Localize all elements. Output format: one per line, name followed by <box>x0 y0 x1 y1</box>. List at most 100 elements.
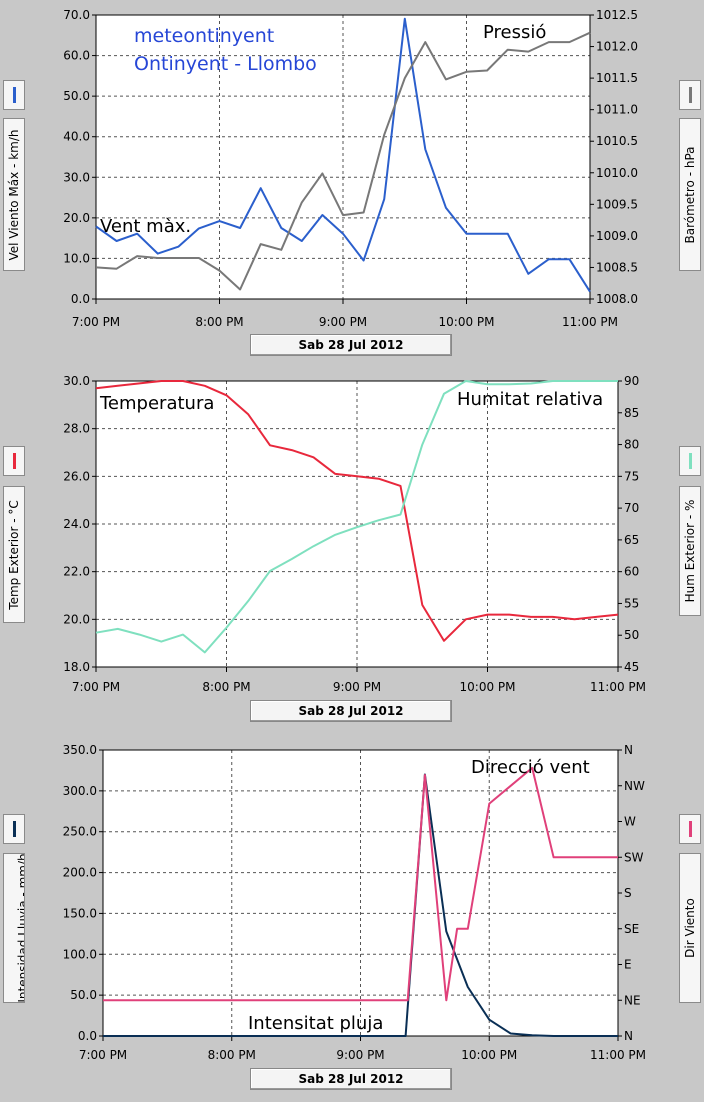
right-tick-label: 85 <box>624 406 639 420</box>
chart-panel-wind-pressure: 0.0 10.0 20.0 30.0 40.0 50.0 60.0 70.0 1008.0 100… <box>63 8 638 329</box>
x-tick-label: 10:00 PM <box>460 680 516 694</box>
x-tick-label: 11:00 PM <box>562 315 618 329</box>
left-tick-label: 250.0 <box>63 825 97 839</box>
right-tick-label: 80 <box>624 438 639 452</box>
humidity-series-swatch[interactable] <box>679 446 701 476</box>
right-tick-label: 1009.5 <box>596 197 638 211</box>
x-tick-label: 9:00 PM <box>333 680 381 694</box>
left-tick-label: 30.0 <box>63 374 90 388</box>
wind-axis-label: Vel Viento Máx - km/h <box>3 118 25 271</box>
wind-series-swatch[interactable] <box>3 80 25 110</box>
right-tick-label: 55 <box>624 596 639 610</box>
annotation-right-series: Humitat relativa <box>457 389 603 410</box>
temperature-series-swatch[interactable] <box>3 446 25 476</box>
left-tick-label: 24.0 <box>63 517 90 531</box>
left-tick-label: 20.0 <box>63 211 90 225</box>
right-tick-label: 1012.5 <box>596 8 638 22</box>
plot-frame <box>95 14 591 300</box>
right-series-line <box>103 766 618 1002</box>
right-tick-label: 1012.0 <box>596 40 638 54</box>
right-tick-label: 1010.5 <box>596 134 638 148</box>
x-tick-label: 8:00 PM <box>208 1048 256 1062</box>
left-tick-label: 22.0 <box>63 565 90 579</box>
annotation-right-series: Pressió <box>483 22 546 43</box>
x-tick-label: 9:00 PM <box>319 315 367 329</box>
right-tick-label: 50 <box>624 628 639 642</box>
left-tick-label: 70.0 <box>63 8 90 22</box>
annotation-place: Ontinyent - Llombo <box>134 53 317 75</box>
right-tick-label: 60 <box>624 565 639 579</box>
left-tick-label: 28.0 <box>63 422 90 436</box>
x-tick-label: 11:00 PM <box>590 680 646 694</box>
right-tick-label: N <box>624 1029 633 1043</box>
right-tick-label: 45 <box>624 660 639 674</box>
humidity-axis-label: Hum Exterior - % <box>679 486 701 616</box>
rain-series-swatch[interactable] <box>3 814 25 844</box>
right-tick-label: 1008.0 <box>596 292 638 306</box>
right-tick-label: SE <box>624 922 639 936</box>
left-tick-label: 350.0 <box>63 743 97 757</box>
annotation-left-series: Vent màx. <box>100 216 191 237</box>
x-tick-label: 7:00 PM <box>79 1048 127 1062</box>
left-series-line <box>95 17 591 293</box>
right-tick-label: 90 <box>624 374 639 388</box>
plot-area <box>103 750 618 1036</box>
right-tick-label: 1011.5 <box>596 71 638 85</box>
annotation-station: meteontinyent <box>134 25 274 47</box>
right-series-line <box>95 31 591 291</box>
rain-axis-label: Intensidad Lluvia - mm/h <box>3 853 25 1003</box>
chart-panel-temperature-humidity: 18.0 20.0 22.0 24.0 26.0 28.0 30.0 45 50 55 60 65 70… <box>63 374 646 694</box>
plot-frame <box>95 380 619 668</box>
right-tick-label: S <box>624 886 632 900</box>
left-tick-label: 40.0 <box>63 130 90 144</box>
left-tick-label: 300.0 <box>63 784 97 798</box>
right-tick-label: 1008.5 <box>596 260 638 274</box>
left-tick-label: 26.0 <box>63 469 90 483</box>
pressure-series-swatch[interactable] <box>679 80 701 110</box>
x-tick-label: 7:00 PM <box>72 315 120 329</box>
chart-panel-rain-wind-direction: 0.050.0100.0150.0200.0250.0300.0350.0NNE… <box>63 743 646 1062</box>
right-tick-label: 75 <box>624 469 639 483</box>
right-tick-label: E <box>624 958 632 972</box>
x-tick-label: 8:00 PM <box>195 315 243 329</box>
left-tick-label: 200.0 <box>63 866 97 880</box>
left-tick-label: 100.0 <box>63 947 97 961</box>
right-tick-label: 1009.0 <box>596 229 638 243</box>
x-tick-label: 9:00 PM <box>336 1048 384 1062</box>
right-series-line <box>95 380 618 654</box>
x-tick-label: 8:00 PM <box>202 680 250 694</box>
x-tick-label: 7:00 PM <box>72 680 120 694</box>
left-tick-label: 150.0 <box>63 906 97 920</box>
right-tick-label: SW <box>624 850 644 864</box>
date-button[interactable]: Sab 28 Jul 2012 <box>250 334 452 356</box>
date-button[interactable]: Sab 28 Jul 2012 <box>250 700 452 722</box>
pressure-axis-label: Barómetro - hPa <box>679 118 701 271</box>
left-series-line <box>95 380 619 642</box>
left-tick-label: 20.0 <box>63 612 90 626</box>
left-tick-label: 30.0 <box>63 170 90 184</box>
left-tick-label: 0.0 <box>78 1029 97 1043</box>
right-tick-label: NE <box>624 993 641 1007</box>
x-tick-label: 10:00 PM <box>439 315 495 329</box>
annotation-right-series: Direcció vent <box>471 757 590 778</box>
wind-direction-series-swatch[interactable] <box>679 814 701 844</box>
right-tick-label: W <box>624 815 636 829</box>
right-tick-label: 70 <box>624 501 639 515</box>
left-tick-label: 60.0 <box>63 49 90 63</box>
left-tick-label: 10.0 <box>63 251 90 265</box>
annotation-left-series: Intensitat pluja <box>248 1013 383 1034</box>
annotation-left-series: Temperatura <box>99 393 214 414</box>
date-button[interactable]: Sab 28 Jul 2012 <box>250 1068 452 1090</box>
right-tick-label: 1010.0 <box>596 166 638 180</box>
wind-direction-axis-label: Dir Viento <box>679 853 701 1003</box>
temperature-axis-label: Temp Exterior - °C <box>3 486 25 623</box>
x-tick-label: 11:00 PM <box>590 1048 646 1062</box>
right-tick-label: N <box>624 743 633 757</box>
right-tick-label: 1011.0 <box>596 103 638 117</box>
right-tick-label: NW <box>624 779 645 793</box>
left-tick-label: 50.0 <box>70 988 97 1002</box>
left-tick-label: 0.0 <box>71 292 90 306</box>
left-tick-label: 18.0 <box>63 660 90 674</box>
right-tick-label: 65 <box>624 533 639 547</box>
left-tick-label: 50.0 <box>63 89 90 103</box>
